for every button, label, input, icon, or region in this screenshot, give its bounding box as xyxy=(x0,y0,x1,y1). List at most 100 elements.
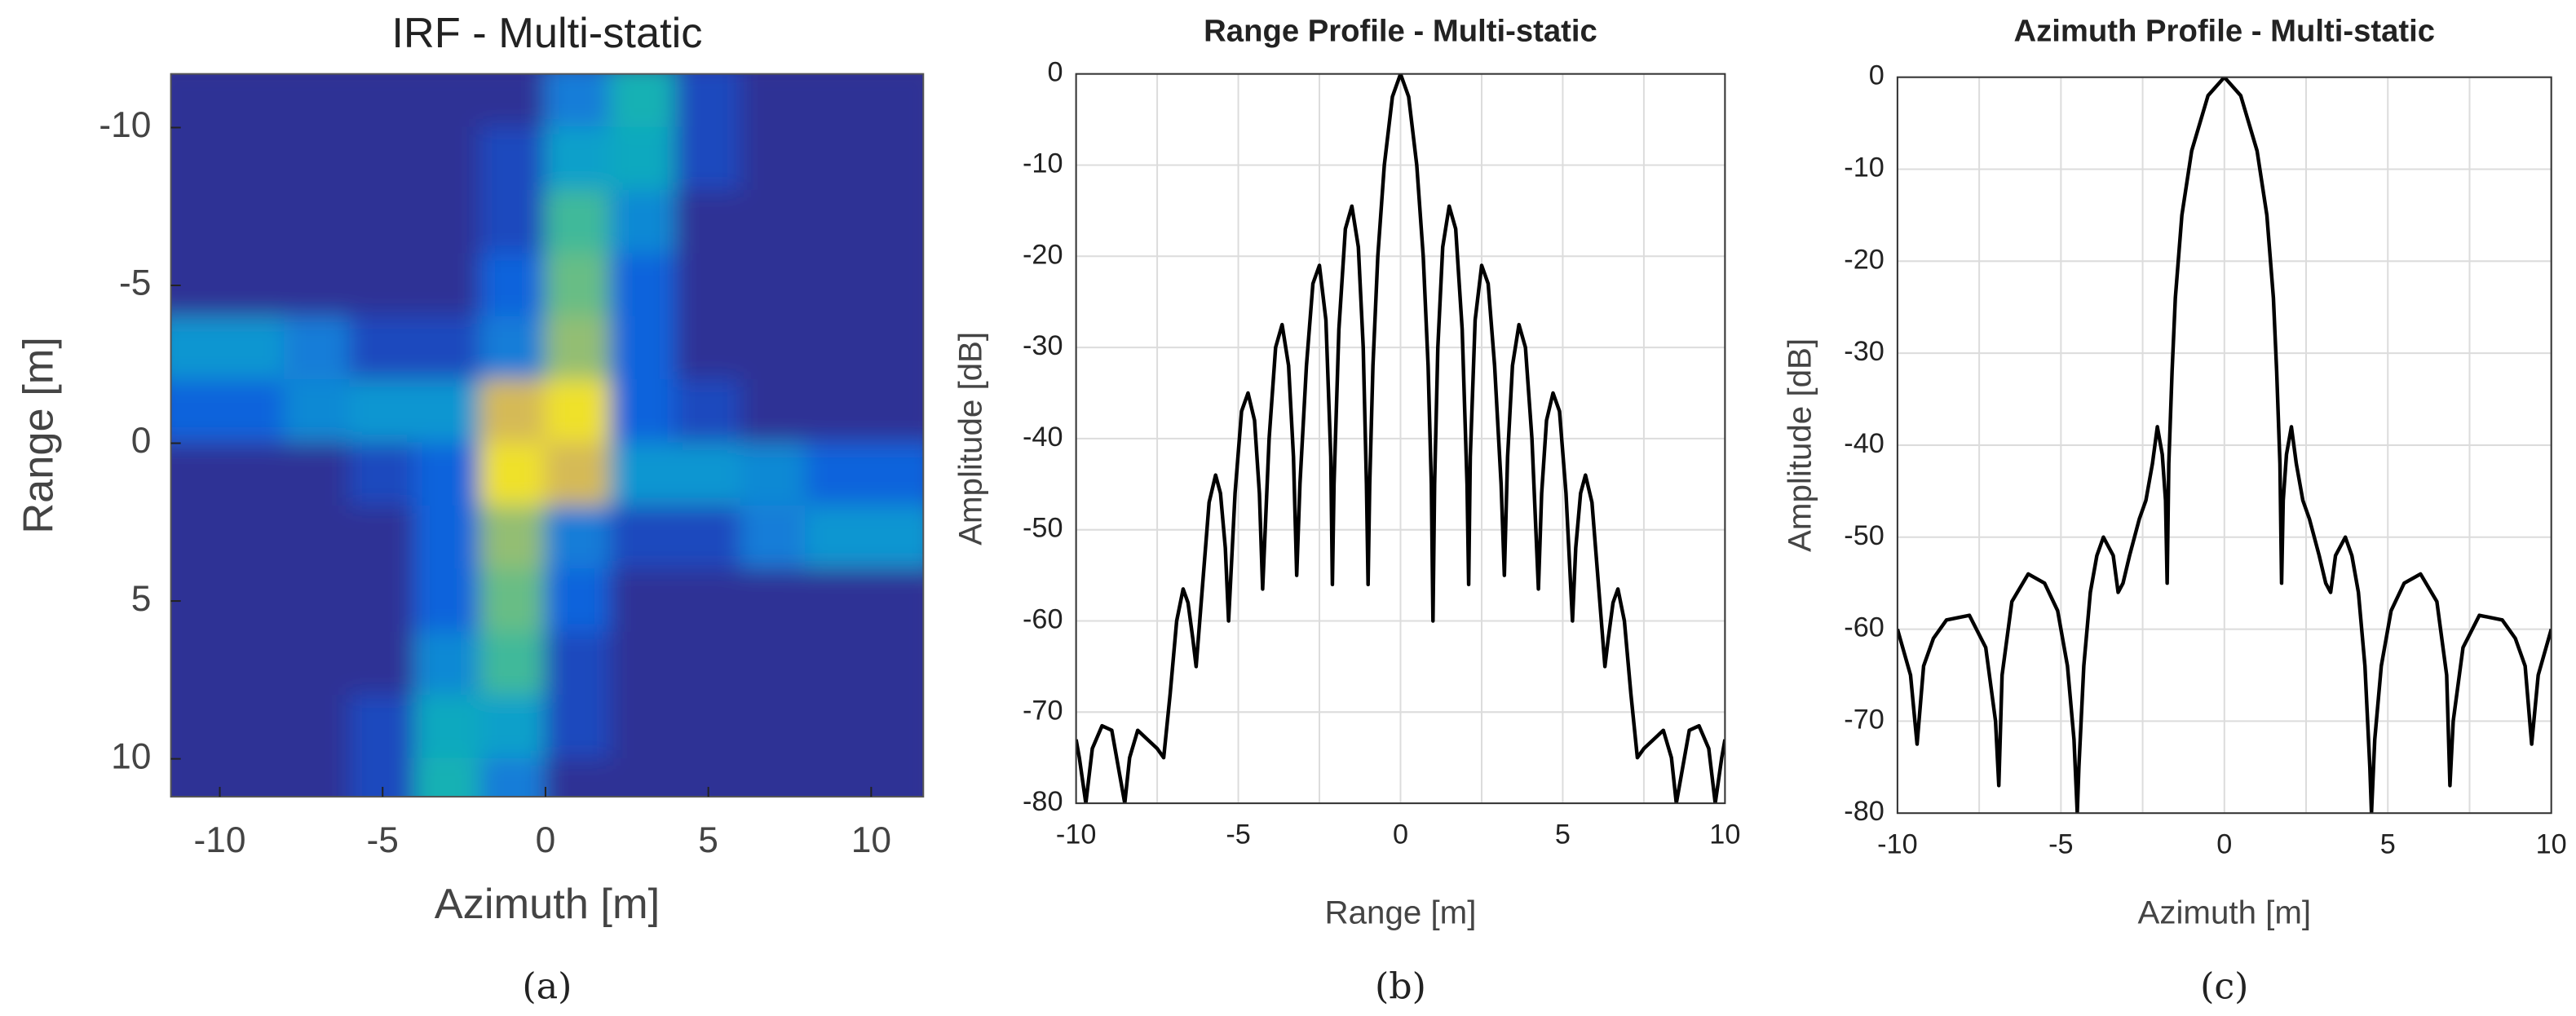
heatmap-cell xyxy=(170,189,221,255)
heatmap-cell xyxy=(284,695,351,760)
heatmap-cell xyxy=(284,505,351,571)
heatmap-cell xyxy=(674,442,742,507)
heatmap-cell xyxy=(870,505,924,571)
heatmap-cell xyxy=(414,631,482,697)
heatmap-cell xyxy=(805,379,873,444)
heatmap-cell xyxy=(479,379,546,444)
heatmap-cell xyxy=(349,505,417,571)
heatmap-cell xyxy=(219,379,286,444)
heatmap-cell xyxy=(170,442,221,507)
heatmap-cell xyxy=(805,316,873,382)
heatmap-cell xyxy=(349,73,417,129)
heatmap-cell xyxy=(870,695,924,760)
heatmap-cell xyxy=(609,253,677,318)
heatmap-cell xyxy=(544,379,612,444)
x-tick-label: -5 xyxy=(2048,829,2073,860)
heatmap-cell xyxy=(170,126,221,192)
heatmap-cell xyxy=(805,189,873,255)
y-tick-label: -10 xyxy=(99,105,151,145)
heatmap-cell xyxy=(349,126,417,192)
y-tick-label: -60 xyxy=(1844,612,1884,643)
profile-line xyxy=(1897,77,2552,814)
caption: (a) xyxy=(522,965,572,1007)
x-tick-label: -5 xyxy=(367,820,399,860)
x-tick-label: -5 xyxy=(1226,819,1250,850)
heatmap-cell xyxy=(609,695,677,760)
y-tick-label: -80 xyxy=(1844,796,1884,827)
heatmap-cell xyxy=(284,253,351,318)
heatmap-cell xyxy=(284,631,351,697)
heatmap-cell xyxy=(805,442,873,507)
heatmap-cell xyxy=(674,126,742,192)
heatmap-cell xyxy=(674,316,742,382)
heatmap-cell xyxy=(740,126,807,192)
y-tick-label: -20 xyxy=(1023,239,1063,270)
heatmap-cell xyxy=(805,73,873,129)
heatmap-cell xyxy=(170,758,221,797)
heatmap-cell xyxy=(544,505,612,571)
caption: (b) xyxy=(1375,965,1426,1007)
heatmap-cell xyxy=(414,379,482,444)
heatmap-cell xyxy=(479,758,546,797)
heatmap-cell xyxy=(870,189,924,255)
heatmap-cell xyxy=(479,505,546,571)
heatmap-cell xyxy=(349,568,417,634)
heatmap-cell xyxy=(349,631,417,697)
heatmap-cell xyxy=(479,442,546,507)
line-clip xyxy=(1897,77,2552,814)
heatmap-cell xyxy=(414,758,482,797)
chart-title: IRF - Multi-static xyxy=(391,10,702,57)
heatmap-cell xyxy=(544,126,612,192)
heatmap-cell xyxy=(870,631,924,697)
heatmap-cell xyxy=(674,505,742,571)
heatmap-cell xyxy=(609,126,677,192)
x-axis-label: Azimuth [m] xyxy=(435,881,660,928)
x-tick-label: 0 xyxy=(2216,829,2232,860)
y-tick-label: -20 xyxy=(1844,244,1884,275)
heatmap-cell xyxy=(609,568,677,634)
heatmap-cell xyxy=(870,758,924,797)
heatmap-cell xyxy=(609,442,677,507)
heatmap-cell xyxy=(609,316,677,382)
panel: Azimuth Profile - Multi-static Azimuth [m… xyxy=(1782,13,2567,1007)
heatmap-cell xyxy=(544,695,612,760)
x-axis-label: Range [m] xyxy=(1325,895,1477,931)
plot-frame xyxy=(1896,76,2552,815)
heatmap-cell xyxy=(219,758,286,797)
heatmap-cell xyxy=(544,568,612,634)
heatmap-cell xyxy=(805,631,873,697)
heatmap-cell xyxy=(740,253,807,318)
heatmap-cell xyxy=(544,758,612,797)
heatmap-cell xyxy=(870,253,924,318)
y-tick-label: -50 xyxy=(1844,520,1884,551)
heatmap-cell xyxy=(170,695,221,760)
heatmap-cell xyxy=(609,505,677,571)
heatmap-cell xyxy=(609,73,677,129)
y-axis-label: Amplitude [dB] xyxy=(952,332,988,546)
heatmap-cell xyxy=(284,442,351,507)
heatmap-cell xyxy=(284,758,351,797)
heatmap-cell xyxy=(544,631,612,697)
heatmap-cell xyxy=(674,695,742,760)
heatmap-cell xyxy=(544,253,612,318)
heatmap-cell xyxy=(674,631,742,697)
heatmap-cell xyxy=(414,253,482,318)
x-tick-label: 10 xyxy=(2536,829,2567,860)
heatmap-cell xyxy=(544,73,612,129)
heatmap-cell xyxy=(805,568,873,634)
y-tick-label: -30 xyxy=(1844,336,1884,367)
x-tick-label: 10 xyxy=(851,820,891,860)
y-tick-label: -60 xyxy=(1023,604,1063,635)
heatmap-cell xyxy=(479,73,546,129)
heatmap-clip xyxy=(170,73,924,797)
y-tick-label: 0 xyxy=(1869,60,1885,91)
y-tick-label: -30 xyxy=(1023,330,1063,361)
heatmap-cell xyxy=(349,189,417,255)
heatmap-cell xyxy=(740,379,807,444)
y-tick-label: -40 xyxy=(1023,422,1063,453)
heatmap-cell xyxy=(544,442,612,507)
heatmap-cell xyxy=(170,568,221,634)
heatmap-cell xyxy=(170,505,221,571)
heatmap-cell xyxy=(740,695,807,760)
